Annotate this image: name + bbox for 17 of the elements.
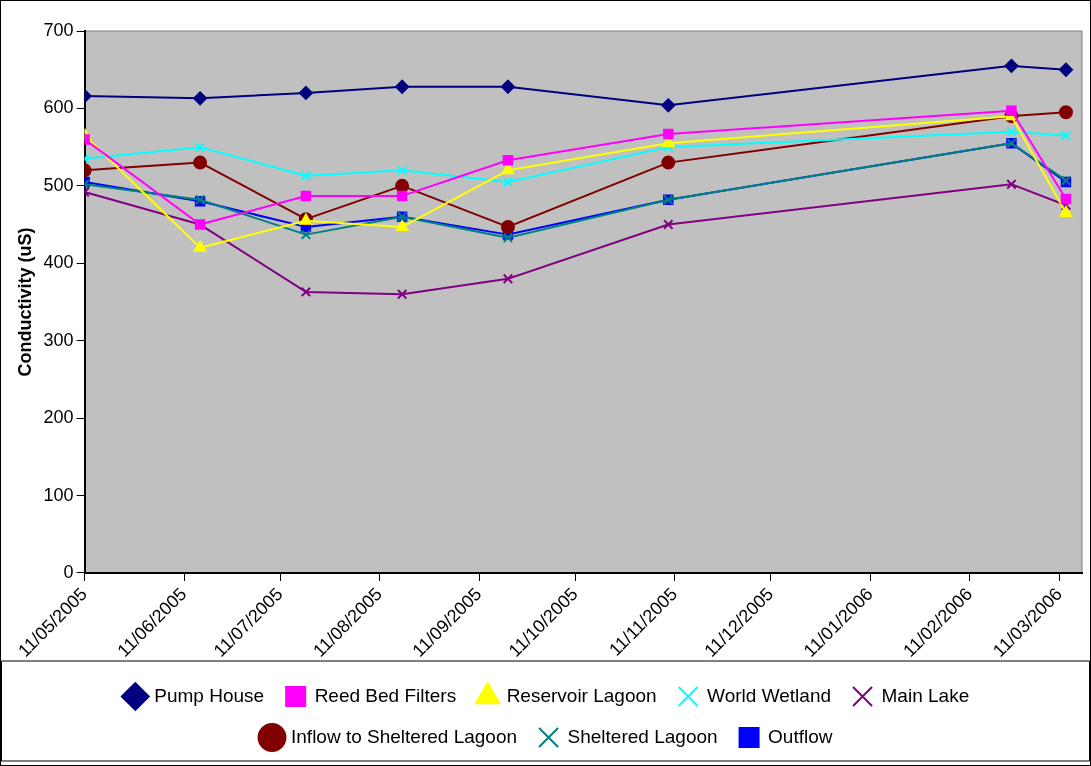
legend-label: Reservoir Lagoon: [506, 684, 657, 706]
y-tick-label: 700: [43, 19, 74, 40]
legend-label: World Wetland: [707, 684, 832, 706]
legend-label: Outflow: [768, 725, 833, 747]
y-tick-label: 200: [43, 407, 74, 428]
legend-label: Main Lake: [881, 684, 970, 706]
y-axis-title: Conductivity (uS): [14, 227, 35, 377]
y-tick-label: 400: [43, 252, 74, 273]
legend-label: Reed Bed Filters: [314, 684, 457, 706]
y-tick-label: 600: [43, 97, 74, 118]
y-tick-label: 300: [43, 329, 74, 350]
y-tick-label: 0: [63, 561, 74, 582]
y-tick-label: 100: [43, 484, 74, 505]
legend-label: Inflow to Sheltered Lagoon: [291, 725, 518, 747]
legend-label: Sheltered Lagoon: [567, 725, 718, 747]
y-tick-label: 500: [43, 174, 74, 195]
legend-label: Pump House: [154, 684, 265, 706]
